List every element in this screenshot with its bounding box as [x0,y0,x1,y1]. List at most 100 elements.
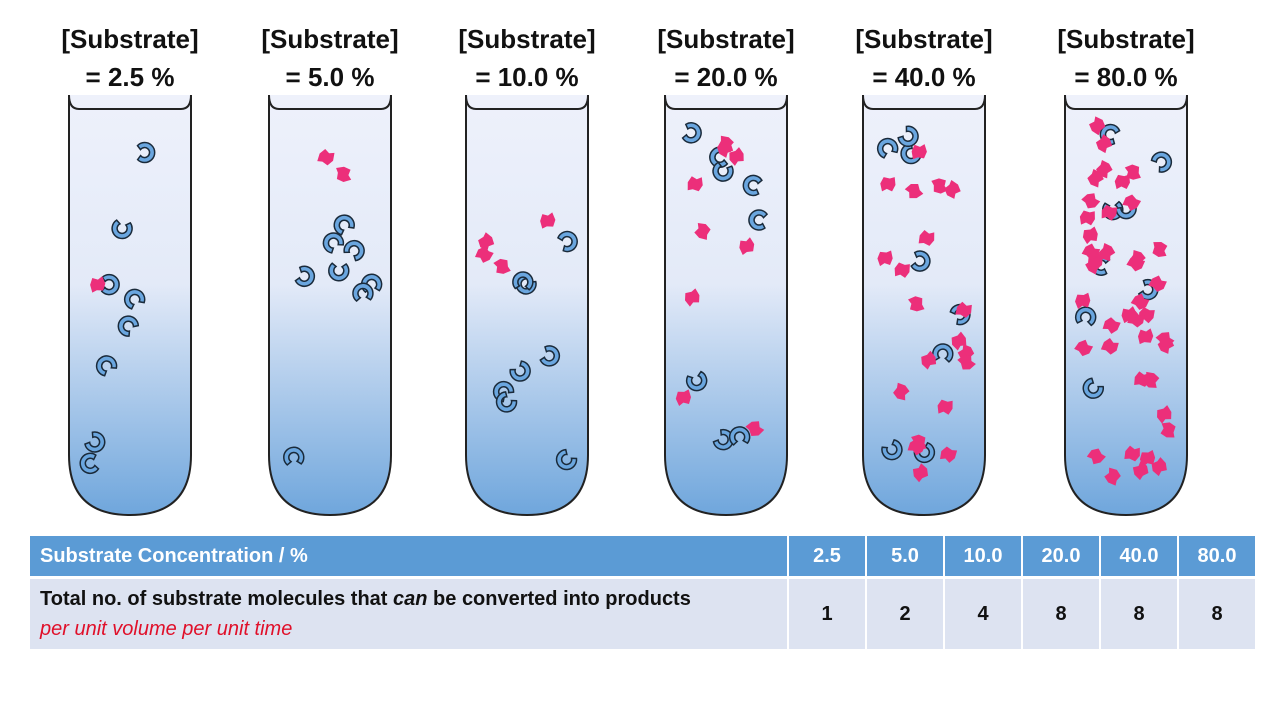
substrate [1074,339,1094,357]
test-tube [1064,94,1188,517]
row-value: 8 [1023,576,1101,649]
substrate [1134,371,1150,387]
enzyme-shape [495,391,518,413]
row-value: 1 [789,576,867,649]
tube-title: [Substrate] [61,24,199,54]
enzyme-shape [84,431,106,453]
substrate [684,288,700,307]
substrate [1101,204,1118,221]
enzyme-shape [352,282,374,303]
substrate [1137,328,1154,345]
substrate [1130,293,1150,310]
substrate [675,389,692,407]
enzyme [84,431,106,453]
enzyme [681,122,702,144]
header-value: 10.0 [945,536,1023,576]
substrate [475,246,494,263]
tube-area [68,94,1188,517]
enzyme [728,426,751,446]
substrate [944,180,961,199]
enzyme-shape [111,219,133,240]
enzyme [712,428,734,451]
substrate [1114,174,1130,190]
tube-title: [Substrate] [855,24,993,54]
enzyme [685,370,708,392]
substrate [1082,226,1098,245]
tube-title: [Substrate] [261,24,399,54]
substrate [894,262,910,278]
row-value: 8 [1179,576,1257,649]
label-part: can [393,588,428,610]
substrate [1095,134,1113,154]
data-table: Substrate Concentration / % 2.5 5.0 10.0 20.… [30,536,1257,649]
tube-label: = 10.0 % [475,62,579,92]
tube-title: [Substrate] [458,24,596,54]
enzyme-shape [328,262,350,282]
test-tube [68,94,192,517]
enzyme-shape [910,250,931,272]
substrate [1129,249,1146,268]
enzyme-shape [685,370,708,392]
tube-title: [Substrate] [1057,24,1195,54]
tube-rim [268,94,392,110]
row-value: 2 [867,576,945,649]
substrate [1122,194,1142,211]
enzyme-shape [877,137,899,159]
label-part: be converted into products [427,588,691,610]
enzyme-shape [322,232,345,254]
row-label-text: Total no. of substrate molecules that ca… [40,584,700,644]
substrate [893,382,910,401]
substrate [940,446,958,463]
enzyme [512,271,534,291]
substrate [1139,449,1156,467]
substrate [729,147,744,166]
substrate [717,138,734,158]
enzyme [897,125,919,147]
substrate [1089,116,1106,136]
enzyme [748,209,769,231]
substrate [908,296,925,312]
enzyme-shape [681,122,702,144]
tube-body [465,95,589,517]
label-part: per unit volume per unit time [40,618,293,640]
test-tube [268,94,392,517]
enzyme-shape [712,161,734,182]
substrate [1102,317,1121,334]
tube-label: = 5.0 % [285,62,375,92]
substrate [957,355,976,370]
enzyme [283,446,305,466]
tube-rim [1064,94,1188,110]
tube-label: = 80.0 % [1074,62,1178,92]
substrate [911,144,927,160]
substrate [904,183,924,199]
substrate [937,399,953,415]
row-value: 8 [1101,576,1179,649]
tube-body [268,95,392,517]
enzyme [111,219,133,240]
header-value: 40.0 [1101,536,1179,576]
enzyme [322,232,345,254]
header-value: 5.0 [867,536,945,576]
enzyme-shape [728,426,751,446]
substrate [493,258,511,274]
header-value: 20.0 [1023,536,1101,576]
substrate [336,166,352,183]
substrate [1157,405,1172,424]
enzyme [1074,306,1097,327]
enzyme-shape [117,315,140,337]
enzyme-shape [509,360,531,382]
enzyme-shape [539,345,561,367]
substrate [877,250,893,267]
enzyme [495,391,518,413]
enzyme [136,141,156,164]
label-part: Total no. of substrate molecules that [40,588,394,610]
substrate [1081,193,1101,209]
substrate [1081,243,1101,261]
enzyme-shape [881,438,903,461]
enzyme-shape [1082,377,1104,399]
enzyme-shape [79,452,100,475]
substrate [1121,306,1137,324]
enzyme-shape [555,448,578,471]
tube-body [664,95,788,517]
header-row: Substrate Concentration / % 2.5 5.0 10.0 20.… [30,536,1257,576]
